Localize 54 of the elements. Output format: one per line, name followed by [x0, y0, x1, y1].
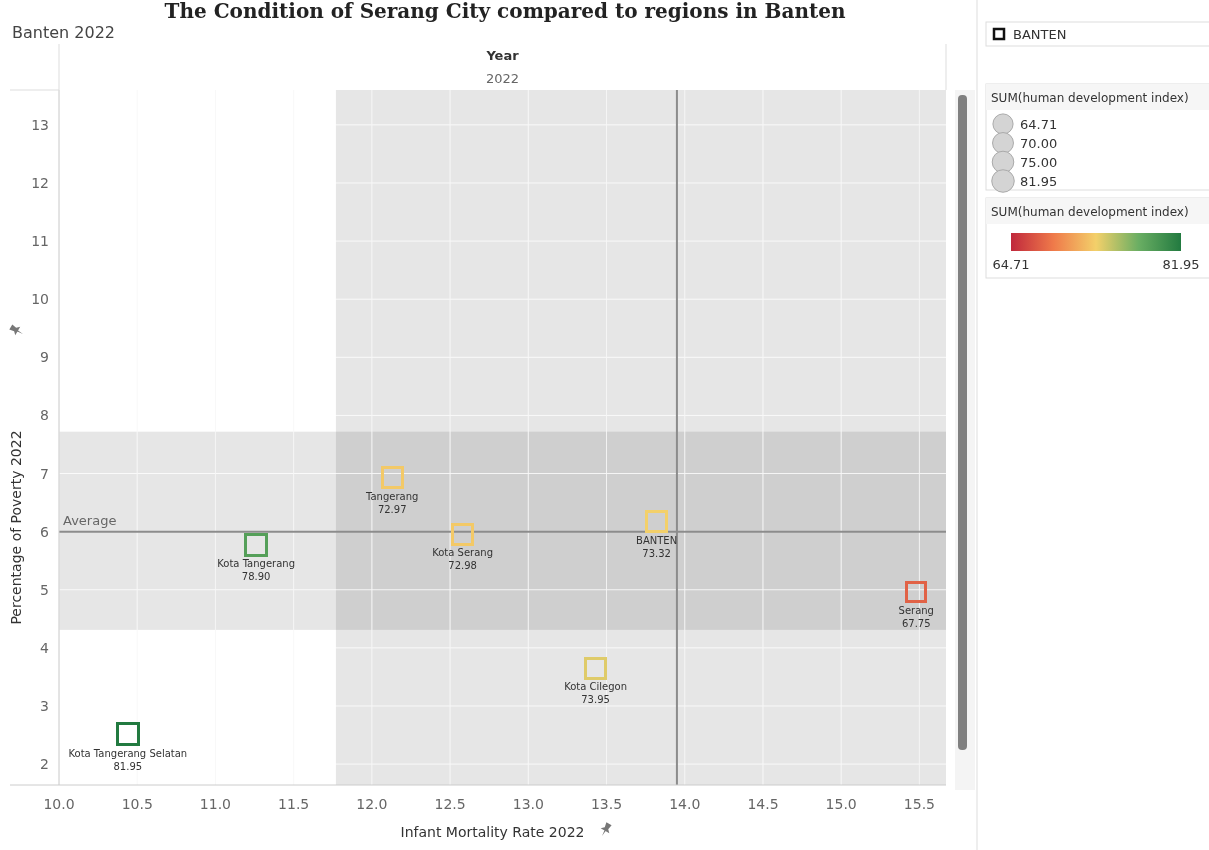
- x-tick-label: 15.5: [903, 796, 935, 812]
- y-tick-label: 12: [31, 174, 49, 191]
- y-tick-label: 4: [40, 639, 50, 656]
- legend-label: 81.95: [1020, 174, 1058, 189]
- data-label: 73.32: [642, 547, 671, 559]
- x-tick-label: 13.5: [590, 796, 623, 812]
- x-tick-label: 11.0: [199, 796, 232, 812]
- y-tick-label: 10: [31, 291, 49, 308]
- x-tick-label: 14.0: [669, 796, 701, 812]
- text: 2022: [485, 71, 520, 86]
- annotation: Kota Tangerang: [217, 558, 295, 570]
- x-tick-label: 12.0: [356, 796, 388, 812]
- annotation: BANTEN: [636, 534, 678, 546]
- y-tick-label: 2: [40, 756, 49, 773]
- legend-label: 70.00: [1020, 136, 1058, 151]
- color-bar-label: 81.95: [1162, 257, 1200, 272]
- x-tick-label: 13.0: [512, 796, 544, 812]
- y-tick-label: 5: [40, 581, 49, 598]
- legend-title: SUM(human development index): [991, 91, 1189, 105]
- color-bar-label: 64.71: [992, 257, 1030, 272]
- data-label: 72.97: [377, 503, 407, 515]
- ref-line-label: Average: [63, 512, 117, 528]
- data-label: 81.95: [113, 760, 143, 772]
- annotation: Serang: [898, 604, 934, 616]
- text: Year: [485, 48, 520, 63]
- x-tick-label: 10.0: [43, 796, 75, 812]
- y-tick-label: 6: [40, 523, 50, 540]
- y-axis-title: Percentage of Poverty 2022: [8, 430, 24, 625]
- y-tick-label: 13: [31, 116, 49, 133]
- x-axis-title: Infant Mortality Rate 2022: [400, 824, 585, 840]
- annotation: Kota Tangerang Selatan: [68, 747, 188, 759]
- annotation: Kota Cilegon: [564, 681, 628, 693]
- x-tick-label: 15.0: [825, 796, 857, 812]
- y-tick-label: 11: [31, 233, 49, 250]
- data-label: 67.75: [901, 617, 931, 629]
- legend-label: 64.71: [1020, 117, 1058, 132]
- text: BANTEN: [1013, 27, 1067, 42]
- annotation: Kota Serang: [432, 547, 494, 559]
- y-tick-label: 7: [40, 465, 49, 482]
- x-tick-label: 12.5: [434, 796, 466, 812]
- y-tick-label: 8: [40, 407, 49, 424]
- data-label: 72.98: [448, 560, 477, 572]
- data-label: 73.95: [581, 694, 610, 706]
- data-label: 78.90: [241, 571, 271, 583]
- x-tick-label: 14.5: [747, 796, 779, 812]
- x-tick-label: 10.5: [121, 796, 153, 812]
- y-tick-label: 9: [40, 349, 49, 366]
- color-bar-title: SUM(human development index): [991, 205, 1189, 219]
- y-tick-label: 3: [40, 697, 49, 714]
- chart-title: The Condition of Serang City compared to regions in Banten: [164, 0, 846, 23]
- chart-subtitle: Banten 2022: [12, 23, 115, 42]
- legend-label: 75.00: [1020, 155, 1058, 170]
- x-tick-label: 11.5: [278, 796, 310, 812]
- annotation: Tangerang: [365, 490, 419, 502]
